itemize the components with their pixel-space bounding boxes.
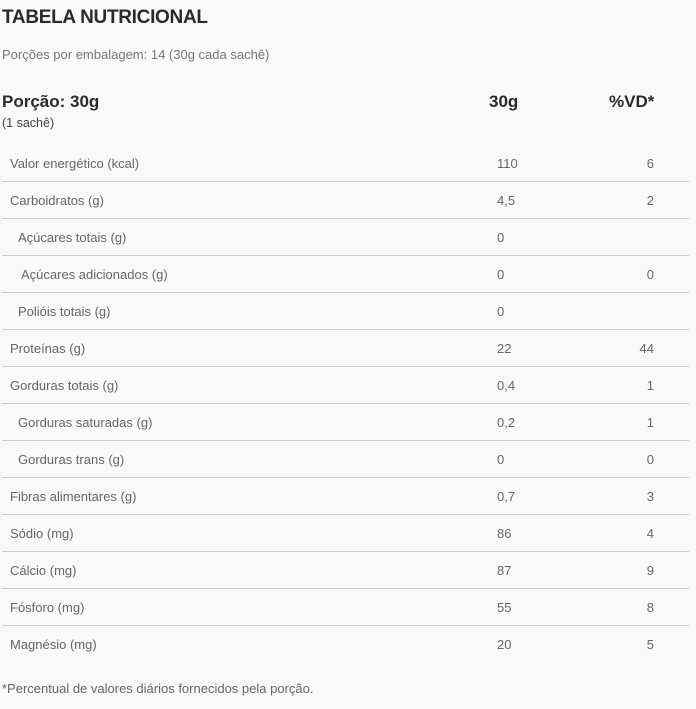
table-row: Sódio (mg) 86 4 <box>2 515 689 552</box>
nutrient-amount: 4,5 <box>497 193 516 208</box>
nutrient-label: Açúcares adicionados (g) <box>21 267 168 282</box>
nutrient-label: Proteínas (g) <box>10 341 86 356</box>
nutrient-amount: 0,7 <box>497 489 516 504</box>
nutrition-table: Valor energético (kcal) 110 6 Carboidratos … <box>2 145 689 662</box>
nutrient-vd: 0 <box>646 452 654 467</box>
nutrient-label: Gorduras trans (g) <box>18 452 125 467</box>
nutrient-label: Fósforo (mg) <box>10 600 85 615</box>
nutrient-label: Sódio (mg) <box>10 526 74 541</box>
column-header-vd: %VD* <box>609 92 655 111</box>
table-row: Açúcares totais (g) 0 <box>2 219 689 256</box>
page-title: TABELA NUTRICIONAL <box>2 7 208 28</box>
portions-per-package: Porções por embalagem: 14 (30g cada sach… <box>2 47 270 62</box>
table-row: Açúcares adicionados (g) 0 0 <box>2 256 689 293</box>
nutrient-vd: 6 <box>646 156 654 171</box>
nutrient-amount: 22 <box>497 341 512 356</box>
nutrient-label: Fibras alimentares (g) <box>10 489 137 504</box>
table-row: Valor energético (kcal) 110 6 <box>2 145 689 182</box>
nutrient-label: Magnésio (mg) <box>10 637 97 652</box>
table-row: Proteínas (g) 22 44 <box>2 330 689 367</box>
nutrient-vd: 3 <box>646 489 654 504</box>
table-row: Gorduras totais (g) 0,4 1 <box>2 367 689 404</box>
nutrient-label: Cálcio (mg) <box>10 563 77 578</box>
nutrient-amount: 0 <box>497 452 505 467</box>
table-row: Polióis totais (g) 0 <box>2 293 689 330</box>
table-row: Magnésio (mg) 20 5 <box>2 626 689 662</box>
portion-subtext: (1 sachê) <box>2 116 55 130</box>
nutrient-label: Polióis totais (g) <box>18 304 111 319</box>
nutrient-amount: 0 <box>497 230 505 245</box>
table-row: Fósforo (mg) 55 8 <box>2 589 689 626</box>
table-row: Cálcio (mg) 87 9 <box>2 552 689 589</box>
nutrient-vd: 1 <box>646 415 654 430</box>
nutrient-vd: 4 <box>646 526 654 541</box>
nutrient-amount: 110 <box>497 156 518 171</box>
nutrient-amount: 86 <box>497 526 512 541</box>
nutrient-amount: 55 <box>497 600 512 615</box>
nutrient-vd: 8 <box>646 600 654 615</box>
table-row: Fibras alimentares (g) 0,7 3 <box>2 478 689 515</box>
nutrient-vd: 2 <box>646 193 654 208</box>
nutrient-amount: 20 <box>497 637 512 652</box>
nutrient-label: Gorduras saturadas (g) <box>18 415 153 430</box>
nutrient-vd: 9 <box>646 563 654 578</box>
table-row: Carboidratos (g) 4,5 2 <box>2 182 689 219</box>
nutrient-vd: 44 <box>639 341 654 356</box>
nutrient-label: Carboidratos (g) <box>10 193 104 208</box>
nutrient-amount: 0,4 <box>497 378 516 393</box>
nutrient-amount: 87 <box>497 563 512 578</box>
nutrient-label: Açúcares totais (g) <box>18 230 127 245</box>
nutrient-label: Valor energético (kcal) <box>10 156 140 171</box>
nutrient-vd: 1 <box>646 378 654 393</box>
nutrient-amount: 0 <box>497 267 505 282</box>
portion-heading: Porção: 30g <box>2 92 100 111</box>
column-header-amount: 30g <box>489 92 519 111</box>
nutrient-amount: 0 <box>497 304 505 319</box>
footnote: *Percentual de valores diários fornecido… <box>2 681 314 696</box>
table-row: Gorduras saturadas (g) 0,2 1 <box>2 404 689 441</box>
nutrient-label: Gorduras totais (g) <box>10 378 119 393</box>
table-row: Gorduras trans (g) 0 0 <box>2 441 689 478</box>
nutrient-vd: 0 <box>646 267 654 282</box>
nutrient-amount: 0,2 <box>497 415 516 430</box>
nutrient-vd: 5 <box>646 637 654 652</box>
